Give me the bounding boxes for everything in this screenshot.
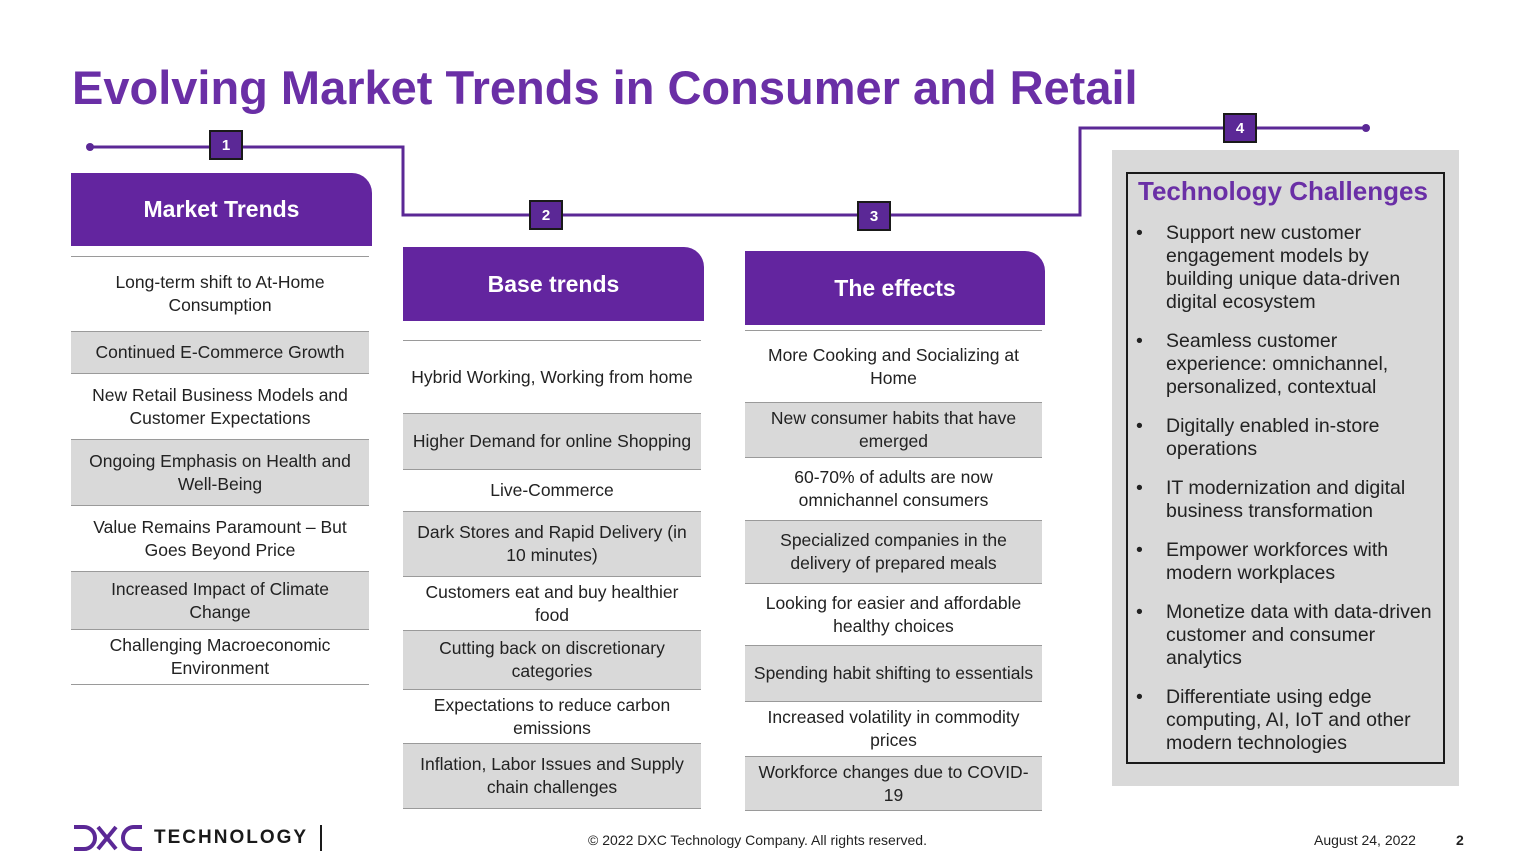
step-badge-2: 2	[529, 200, 563, 230]
list-item: New Retail Business Models and Customer …	[71, 374, 369, 440]
tech-challenges-frame	[1126, 172, 1445, 764]
bullet-text: Differentiate using edge computing, AI, …	[1166, 686, 1411, 754]
bullet-text: Empower workforces with modern workplace…	[1166, 539, 1389, 584]
step-badge-1: 1	[209, 130, 243, 160]
list-item: Workforce changes due to COVID-19	[745, 757, 1042, 811]
bullet-text: Seamless customer experience: omnichanne…	[1166, 330, 1389, 398]
logo-wordmark: TECHNOLOGY	[154, 827, 309, 848]
list-item: • Support new customer engagement models …	[1136, 222, 1436, 314]
bullet-icon: •	[1136, 415, 1143, 437]
effects-list: More Cooking and Socializing at Home New…	[745, 330, 1042, 811]
dxc-logo: TECHNOLOGY	[72, 825, 323, 851]
dxc-logo-icon	[74, 825, 142, 851]
tech-challenges-title: Technology Challenges	[1138, 176, 1428, 206]
slide-date: August 24, 2022	[1314, 832, 1416, 848]
effects-column: The effects More Cooking and Socializing…	[745, 251, 1045, 811]
timeline-end-dot	[1362, 124, 1370, 132]
list-item: Increased volatility in commodity prices	[745, 702, 1042, 757]
list-item: Hybrid Working, Working from home	[403, 341, 701, 414]
step-badge-3: 3	[857, 201, 891, 231]
list-item: Long-term shift to At-Home Consumption	[71, 257, 369, 332]
bullet-icon: •	[1136, 222, 1143, 244]
base-trends-list: Hybrid Working, Working from home Higher…	[403, 340, 701, 809]
bullet-icon: •	[1136, 601, 1143, 623]
list-item: Cutting back on discretionary categories	[403, 631, 701, 690]
list-item: Inflation, Labor Issues and Supply chain…	[403, 744, 701, 809]
list-item: • Empower workforces with modern workplac…	[1136, 539, 1436, 585]
timeline-start-dot	[86, 143, 94, 151]
step-badge-4: 4	[1223, 113, 1257, 143]
list-item: Challenging Macroeconomic Environment	[71, 630, 369, 685]
page-title: Evolving Market Trends in Consumer and R…	[72, 61, 1138, 114]
list-item: • IT modernization and digital business t…	[1136, 477, 1436, 523]
list-item: New consumer habits that have emerged	[745, 403, 1042, 458]
list-item: • Differentiate using edge computing, AI,…	[1136, 686, 1436, 755]
list-item: Looking for easier and affordable health…	[745, 584, 1042, 646]
base-trends-column: Base trends Hybrid Working, Working from…	[403, 247, 704, 809]
timeline-line	[90, 126, 1366, 217]
list-item: Customers eat and buy healthier food	[403, 577, 701, 631]
list-item: 60-70% of adults are now omnichannel con…	[745, 458, 1042, 521]
list-item: Ongoing Emphasis on Health and Well-Bein…	[71, 440, 369, 506]
bullet-text: Support new customer engagement models b…	[1166, 222, 1401, 313]
list-item: • Monetize data with data-driven customer…	[1136, 601, 1436, 670]
list-item: Value Remains Paramount – But Goes Beyon…	[71, 506, 369, 572]
market-trends-list: Long-term shift to At-Home Consumption C…	[71, 256, 369, 685]
bullet-icon: •	[1136, 539, 1143, 561]
bullet-text: Monetize data with data-driven customer …	[1166, 601, 1432, 669]
list-item: Live-Commerce	[403, 470, 701, 512]
list-item: • Seamless customer experience: omnichann…	[1136, 330, 1436, 399]
list-item: More Cooking and Socializing at Home	[745, 331, 1042, 403]
bullet-icon: •	[1136, 477, 1143, 499]
bullet-text: Digitally enabled in-store operations	[1166, 415, 1380, 460]
tech-challenges-panel	[1112, 150, 1459, 786]
tech-challenges-list: • Support new customer engagement models …	[1136, 222, 1436, 771]
list-item: Higher Demand for online Shopping	[403, 414, 701, 470]
list-item: Dark Stores and Rapid Delivery (in 10 mi…	[403, 512, 701, 577]
bullet-icon: •	[1136, 330, 1143, 352]
list-item: Spending habit shifting to essentials	[745, 646, 1042, 702]
list-item: • Digitally enabled in-store operations	[1136, 415, 1436, 461]
list-item: Continued E-Commerce Growth	[71, 332, 369, 374]
list-item: Expectations to reduce carbon emissions	[403, 690, 701, 744]
base-trends-heading: Base trends	[403, 247, 704, 321]
bullet-text: IT modernization and digital business tr…	[1166, 477, 1406, 522]
logo-divider	[320, 825, 323, 851]
copyright-text: © 2022 DXC Technology Company. All right…	[588, 832, 927, 848]
page-number: 2	[1456, 832, 1464, 848]
market-trends-column: Market Trends Long-term shift to At-Home…	[71, 173, 372, 685]
list-item: Specialized companies in the delivery of…	[745, 521, 1042, 584]
bullet-icon: •	[1136, 686, 1143, 708]
effects-heading: The effects	[745, 251, 1045, 325]
list-item: Increased Impact of Climate Change	[71, 572, 369, 630]
market-trends-heading: Market Trends	[71, 173, 372, 246]
